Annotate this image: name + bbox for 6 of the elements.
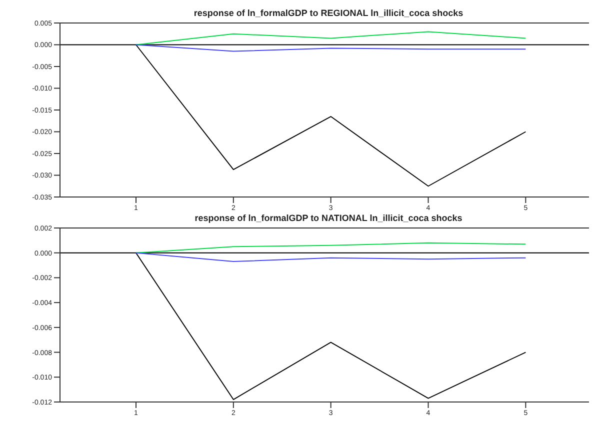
chart-title: response of ln_formalGDP to NATIONAL ln_illicit_coca shocks (194, 213, 464, 225)
line-series (135, 252, 526, 262)
line-series (135, 31, 526, 46)
chart-title: response of ln_formalGDP to REGIONAL ln_illicit_coca shocks (192, 8, 464, 20)
line-series (135, 242, 526, 254)
line-series (135, 44, 526, 52)
